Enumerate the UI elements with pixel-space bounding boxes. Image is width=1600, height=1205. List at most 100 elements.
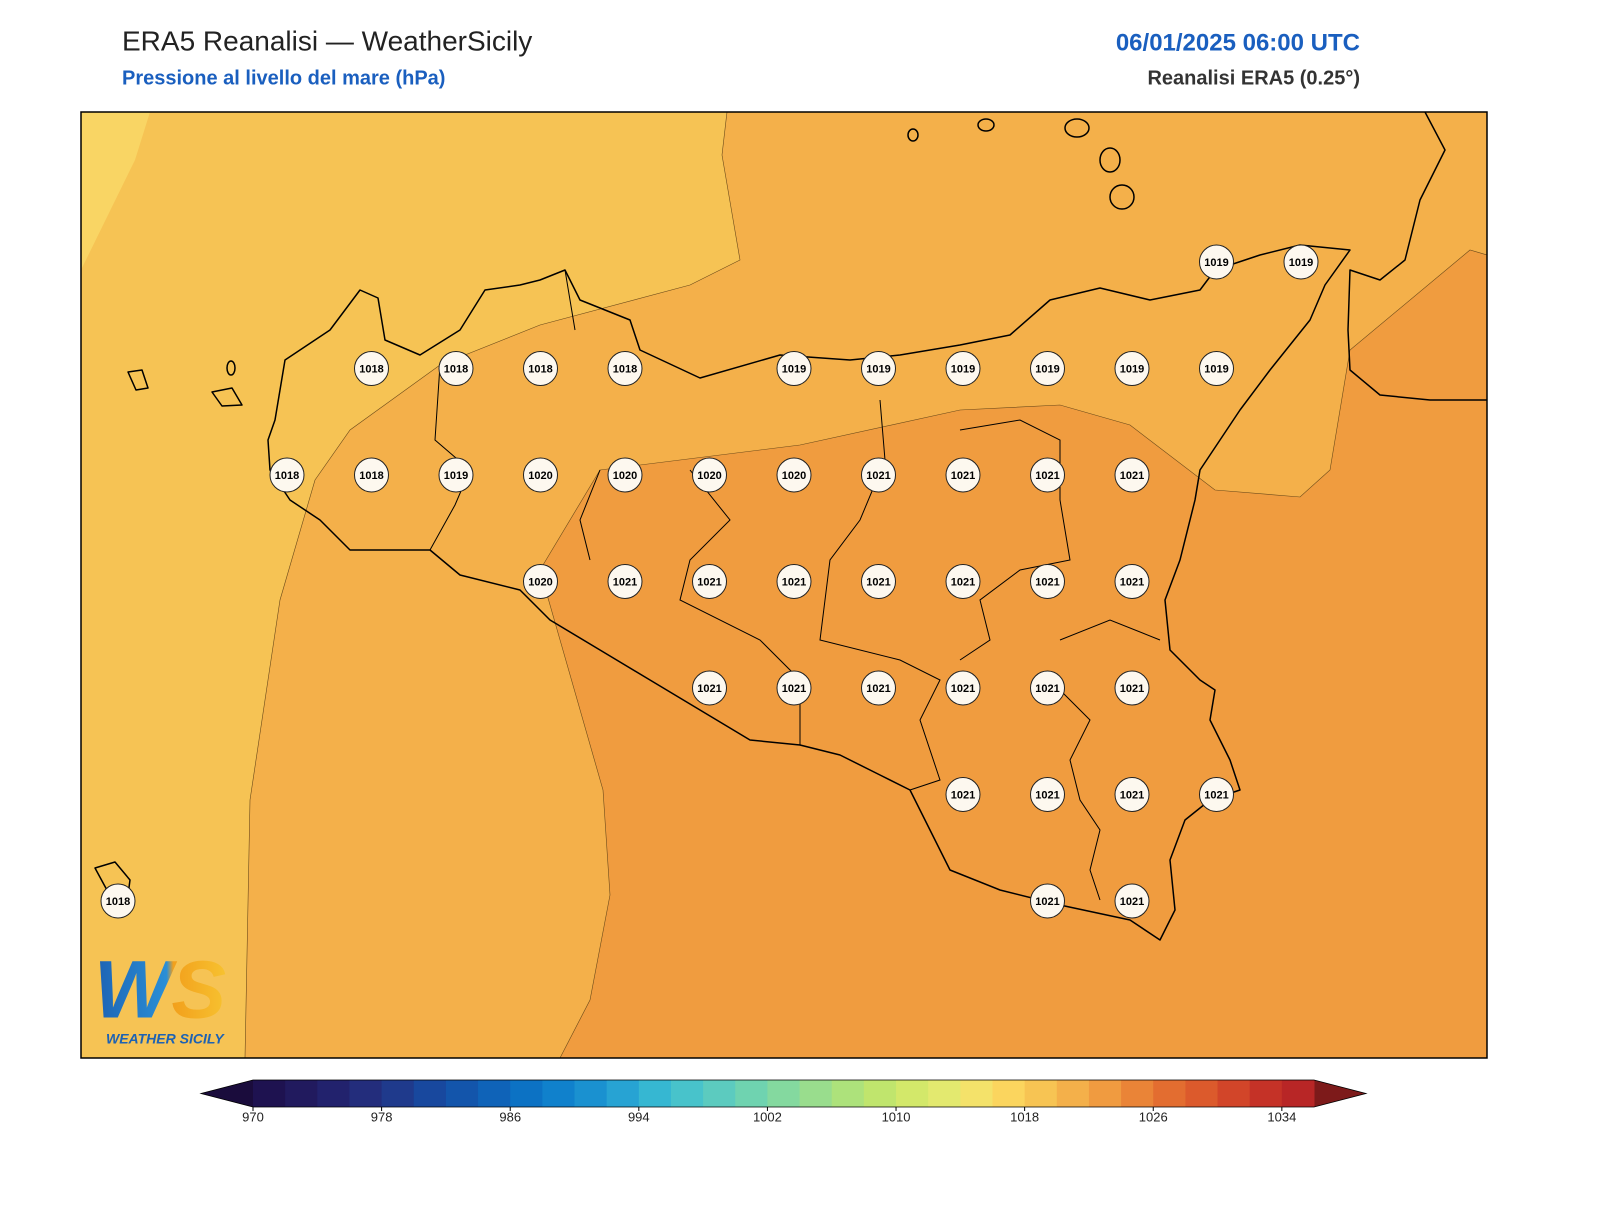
point-marker [1030, 883, 1065, 919]
colorbar-bin [638, 1080, 672, 1107]
point-label: 1021 [1120, 470, 1144, 482]
point-marker [945, 564, 981, 599]
colorbar-bin [510, 1080, 543, 1107]
point-label: 1019 [782, 363, 806, 375]
point-marker [945, 777, 981, 812]
point-marker [523, 351, 558, 386]
point-label: 1019 [444, 470, 468, 482]
point-marker [776, 564, 812, 599]
point-label: 1021 [951, 789, 975, 801]
point-label: 1018 [444, 363, 468, 375]
point-label: 1021 [1120, 576, 1144, 588]
point-label: 1018 [359, 363, 383, 375]
point-marker [692, 564, 727, 599]
point-label: 1021 [1035, 576, 1059, 588]
point-label: 1021 [951, 576, 975, 588]
colorbar-tick-label: 1018 [1010, 1109, 1039, 1124]
logo-text: WEATHER SICILY [106, 1031, 225, 1047]
point-label: 1018 [359, 470, 383, 482]
colorbar-bin [1217, 1080, 1251, 1107]
point-label: 1019 [1035, 363, 1059, 375]
colorbar-bin [896, 1080, 929, 1107]
colorbar-outline [199, 1079, 1368, 1108]
point-label: 1021 [782, 576, 806, 588]
field-band [539, 249, 1487, 1058]
colorbar-tick-label: 1034 [1267, 1109, 1296, 1124]
colorbar-bin [1249, 1080, 1283, 1107]
point-label: 1021 [866, 576, 890, 588]
point-marker [1030, 670, 1065, 706]
point-marker [100, 883, 136, 919]
field-band [81, 112, 741, 1058]
point-marker [1114, 351, 1150, 386]
point-label: 1019 [951, 363, 975, 375]
point-label: 1021 [1035, 789, 1059, 801]
colorbar-bin [574, 1080, 608, 1107]
point-marker [1199, 351, 1234, 386]
colorbar-bin [960, 1080, 993, 1107]
point-label: 1019 [1289, 257, 1313, 269]
field-band [81, 112, 150, 270]
colorbar-bin [670, 1080, 704, 1107]
point-label: 1020 [528, 576, 552, 588]
point-label: 1018 [528, 363, 552, 375]
point-label: 1021 [697, 576, 721, 588]
colorbar-bin [1088, 1080, 1122, 1107]
coastline [1347, 112, 1487, 401]
colorbar-tick-label: 986 [499, 1109, 521, 1124]
point-label: 1021 [866, 683, 890, 695]
colorbar-tick-label: 970 [242, 1109, 264, 1124]
point-marker [945, 457, 981, 493]
point-label: 1021 [866, 470, 890, 482]
point-label: 1019 [866, 363, 890, 375]
colorbar-tick-label: 1026 [1139, 1109, 1168, 1124]
source: Reanalisi ERA5 (0.25°) [1147, 67, 1360, 89]
point-label: 1021 [1204, 789, 1228, 801]
point-marker [1114, 457, 1150, 493]
colorbar-bin [1153, 1080, 1186, 1107]
point-label: 1021 [782, 683, 806, 695]
point-label: 1021 [1120, 683, 1144, 695]
map-frame [80, 111, 1488, 1059]
point-marker [354, 457, 389, 493]
colorbar-tick-label: 1010 [882, 1109, 911, 1124]
colorbar-bin [863, 1080, 897, 1107]
colorbar-bin [381, 1080, 415, 1107]
point-label: 1021 [1035, 896, 1059, 908]
point-label: 1021 [1035, 470, 1059, 482]
point-marker [1030, 564, 1065, 599]
colorbar-bin [1024, 1080, 1058, 1107]
islands [94, 118, 1135, 896]
point-label: 1021 [951, 683, 975, 695]
colorbar-bin [349, 1080, 383, 1107]
point-label: 1020 [528, 470, 552, 482]
point-marker [1199, 244, 1234, 280]
point-marker [692, 457, 727, 493]
point-marker [945, 351, 981, 386]
point-label: 1018 [275, 470, 299, 482]
colorbar-tick-label: 994 [628, 1109, 650, 1124]
colorbar-under [201, 1080, 253, 1107]
point-label: 1019 [1120, 363, 1144, 375]
point-marker [861, 670, 896, 706]
point-label: 1018 [106, 896, 130, 908]
logo-mark: WS [94, 945, 226, 1036]
colorbar-bin [478, 1080, 511, 1107]
colorbar-bin [831, 1080, 865, 1107]
point-marker [607, 457, 643, 493]
colorbar-bin [767, 1080, 801, 1107]
point-label: 1021 [951, 470, 975, 482]
colorbar-tick-label: 978 [371, 1109, 393, 1124]
colorbar-bin [1185, 1080, 1219, 1107]
datetime: 06/01/2025 06:00 UTC [1116, 29, 1360, 56]
colorbar-bin [735, 1080, 768, 1107]
point-marker [269, 457, 305, 493]
colorbar-bin [1056, 1080, 1090, 1107]
point-marker [776, 670, 812, 706]
pressure-points: 1019 1019 1018 1018 1018 1018 1019 1019 1019 1019… [100, 244, 1319, 919]
point-label: 1019 [1204, 363, 1228, 375]
point-marker [438, 351, 474, 386]
point-marker [776, 351, 812, 386]
point-marker [861, 564, 896, 599]
